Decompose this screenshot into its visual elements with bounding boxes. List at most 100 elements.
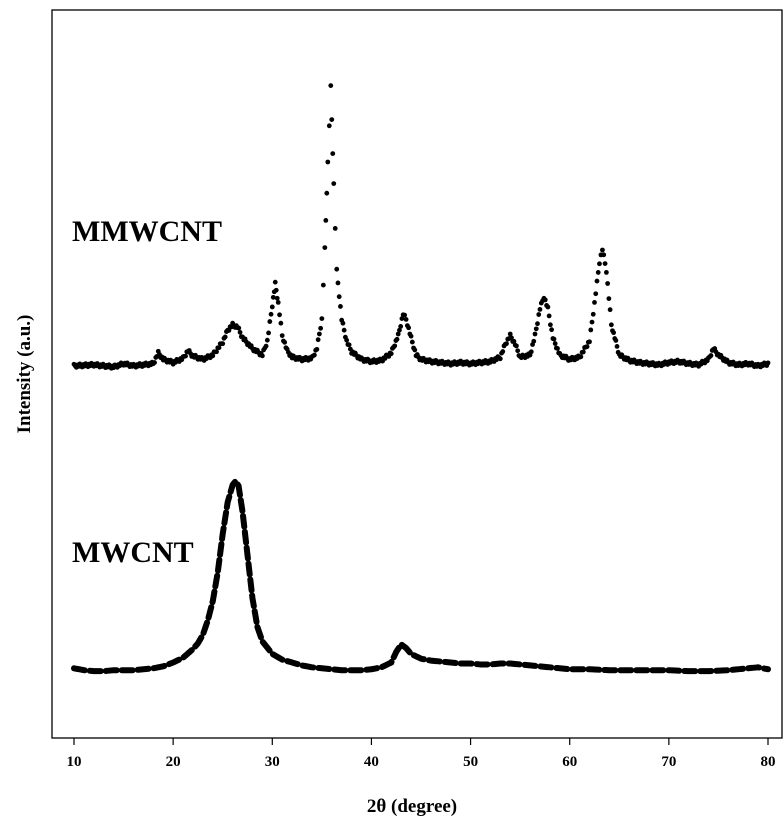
data-point bbox=[263, 343, 269, 349]
data-point bbox=[584, 344, 590, 350]
data-point bbox=[316, 331, 322, 337]
data-point bbox=[323, 218, 329, 223]
plot-frame bbox=[51, 9, 783, 739]
data-point bbox=[607, 307, 613, 313]
data-point bbox=[528, 349, 534, 355]
series-line bbox=[71, 475, 771, 675]
data-point bbox=[605, 281, 611, 286]
data-point bbox=[279, 333, 285, 338]
data-point bbox=[552, 341, 558, 346]
data-point bbox=[614, 344, 620, 349]
data-point bbox=[587, 339, 592, 345]
data-point bbox=[314, 346, 320, 352]
data-point bbox=[335, 280, 341, 286]
data-point bbox=[511, 338, 517, 344]
data-point bbox=[268, 311, 274, 317]
data-point bbox=[542, 297, 548, 303]
data-point bbox=[266, 330, 271, 336]
data-point bbox=[611, 330, 617, 336]
data-point bbox=[277, 312, 282, 318]
data-point bbox=[282, 339, 288, 345]
x-tick-label: 30 bbox=[265, 754, 280, 770]
data-point bbox=[330, 151, 336, 157]
data-point bbox=[402, 312, 408, 318]
data-point bbox=[509, 335, 514, 341]
data-point bbox=[344, 337, 350, 343]
data-point bbox=[214, 349, 219, 355]
x-tick-label: 80 bbox=[761, 754, 776, 770]
data-point bbox=[600, 247, 605, 253]
data-point bbox=[324, 190, 330, 196]
data-point bbox=[325, 159, 331, 165]
data-point bbox=[270, 294, 276, 300]
data-point bbox=[594, 278, 600, 284]
data-point bbox=[395, 331, 401, 337]
data-point bbox=[320, 282, 326, 288]
x-axis-title: 2θ (degree) bbox=[367, 796, 457, 817]
data-point bbox=[604, 270, 609, 275]
data-point bbox=[398, 324, 404, 329]
data-point bbox=[536, 312, 542, 317]
data-point bbox=[765, 360, 771, 366]
data-point bbox=[236, 325, 242, 331]
data-point bbox=[319, 316, 325, 321]
data-point bbox=[392, 343, 398, 349]
data-point bbox=[708, 353, 714, 358]
data-point bbox=[346, 342, 352, 348]
data-point bbox=[514, 343, 519, 349]
data-point bbox=[394, 336, 400, 342]
data-point bbox=[406, 325, 412, 331]
data-point bbox=[326, 123, 332, 129]
data-point bbox=[220, 341, 226, 347]
data-point bbox=[315, 337, 321, 343]
data-point bbox=[504, 341, 509, 347]
series-mwcnt bbox=[71, 475, 771, 675]
data-point bbox=[590, 311, 596, 317]
data-point bbox=[226, 328, 232, 333]
data-point bbox=[546, 313, 552, 319]
data-point bbox=[341, 327, 347, 333]
data-point bbox=[273, 287, 279, 293]
data-point bbox=[269, 304, 275, 310]
data-point bbox=[497, 356, 503, 362]
data-point bbox=[592, 300, 597, 305]
x-tick-label: 10 bbox=[67, 754, 82, 770]
data-point bbox=[606, 296, 612, 301]
series-label-mmwcnt: MMWCNT bbox=[72, 215, 222, 248]
x-tick-label: 50 bbox=[463, 754, 478, 770]
data-point bbox=[152, 360, 157, 365]
data-point bbox=[334, 266, 340, 272]
data-point bbox=[408, 333, 414, 339]
data-point bbox=[264, 337, 270, 343]
data-point bbox=[549, 327, 555, 333]
data-point bbox=[578, 354, 584, 360]
data-point bbox=[340, 320, 346, 326]
x-tick-label: 20 bbox=[166, 754, 181, 770]
data-point bbox=[531, 338, 537, 344]
data-point bbox=[237, 329, 243, 335]
data-point bbox=[397, 327, 402, 333]
data-point bbox=[602, 261, 608, 266]
data-point bbox=[601, 252, 607, 258]
x-tick-label: 70 bbox=[661, 754, 676, 770]
data-point bbox=[593, 291, 599, 297]
data-point bbox=[551, 336, 557, 342]
series-mmwcnt bbox=[71, 83, 771, 371]
data-point bbox=[274, 295, 280, 301]
x-tick-label: 60 bbox=[562, 754, 577, 770]
data-point bbox=[547, 322, 553, 328]
data-point bbox=[222, 334, 228, 340]
data-point bbox=[412, 347, 418, 353]
data-point bbox=[403, 317, 409, 322]
data-point bbox=[409, 339, 415, 345]
data-point bbox=[500, 349, 506, 354]
data-point bbox=[608, 322, 614, 328]
data-point bbox=[338, 304, 343, 309]
data-point bbox=[210, 353, 216, 359]
data-point bbox=[312, 352, 317, 358]
data-point bbox=[589, 319, 595, 325]
data-point bbox=[328, 83, 334, 88]
data-point bbox=[329, 117, 335, 122]
data-point bbox=[580, 349, 586, 355]
